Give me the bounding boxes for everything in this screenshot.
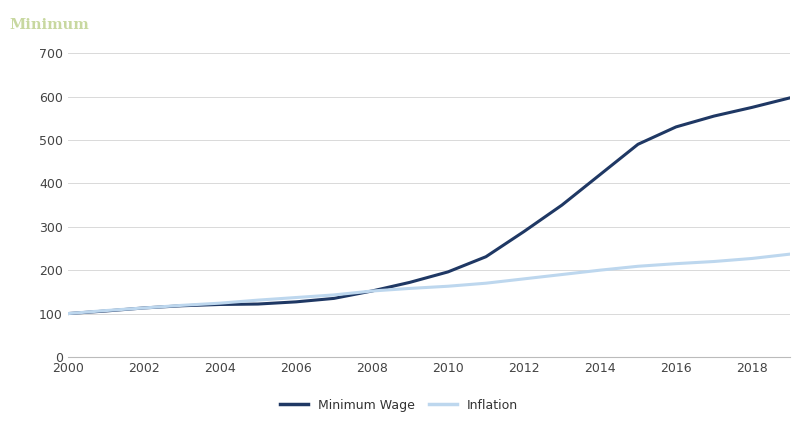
Text: Minimum: Minimum — [10, 17, 89, 31]
Text: Wage and Consumer Price Index (Year 2000 = 100): Wage and Consumer Price Index (Year 2000… — [89, 17, 514, 32]
Text: Minimum Wage and Consumer Price Index (Year 2000 = 100): Minimum Wage and Consumer Price Index (Y… — [10, 17, 514, 32]
Legend: Minimum Wage, Inflation: Minimum Wage, Inflation — [275, 394, 523, 416]
